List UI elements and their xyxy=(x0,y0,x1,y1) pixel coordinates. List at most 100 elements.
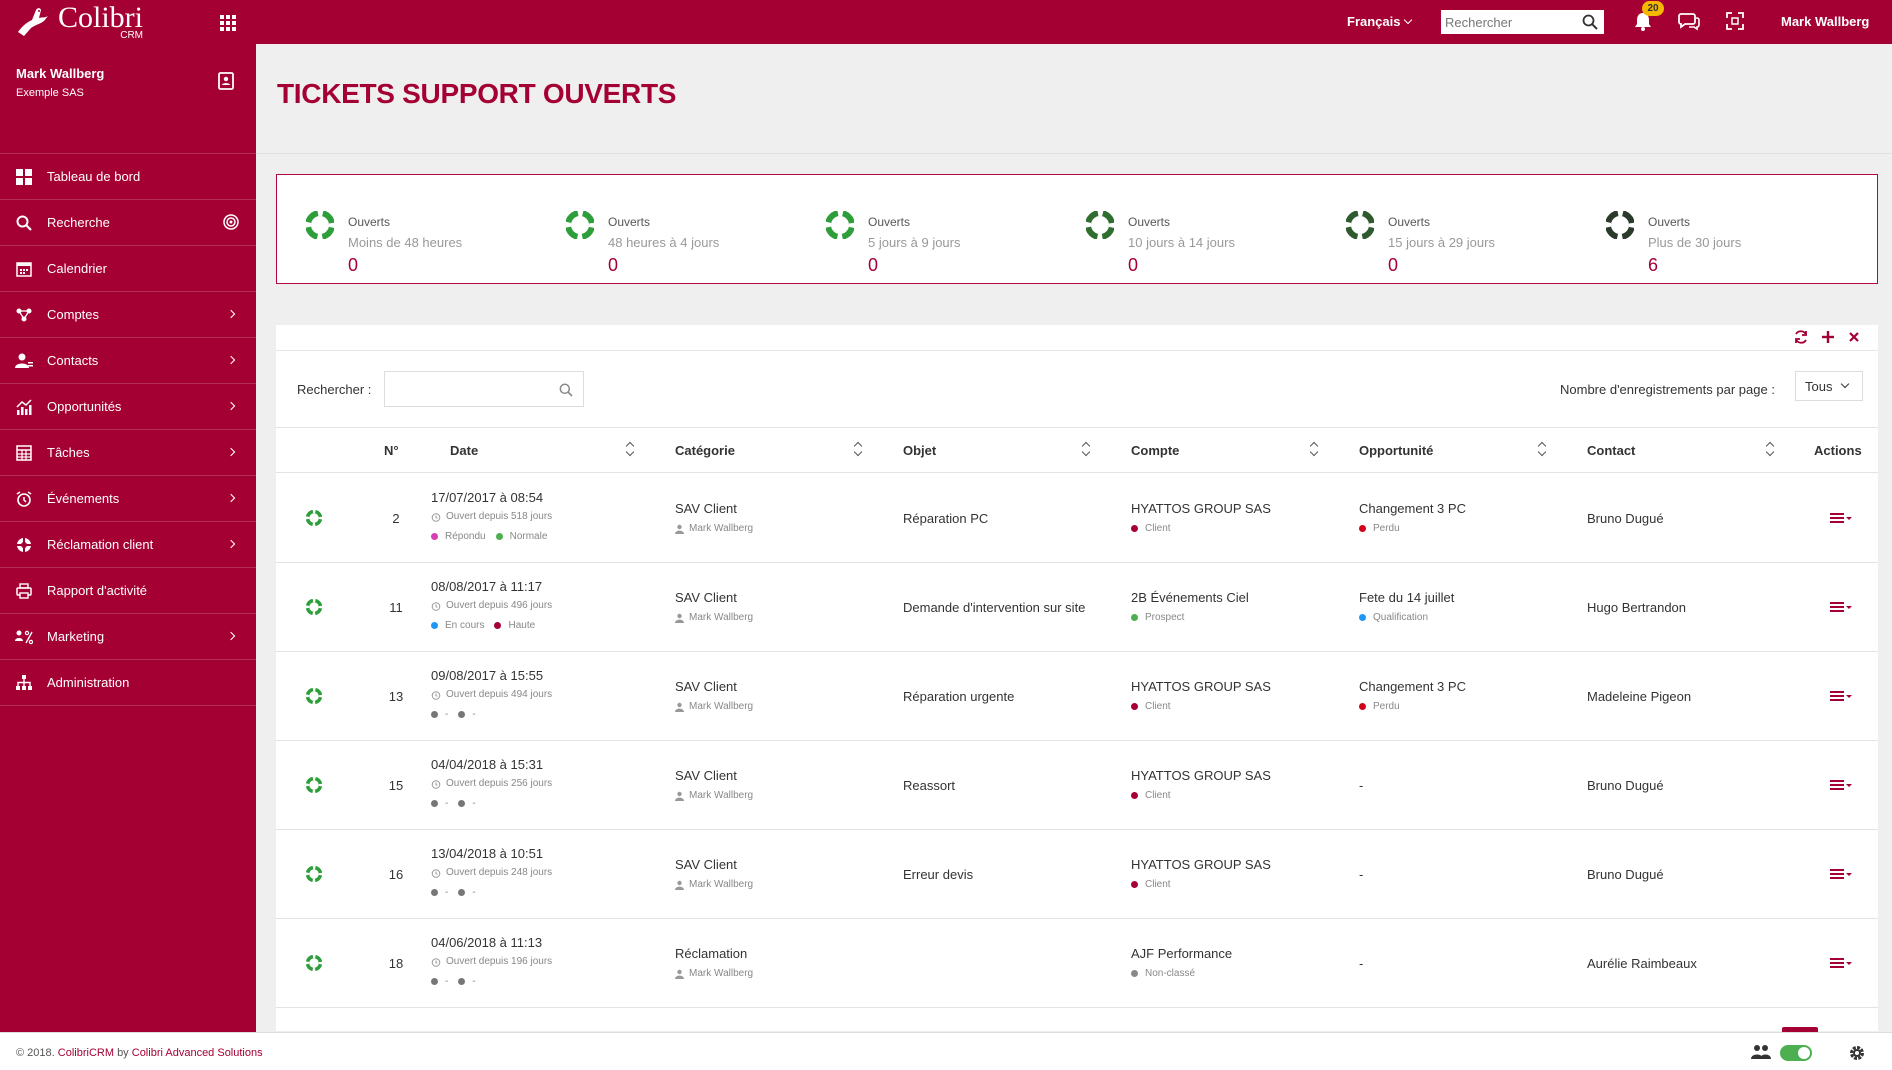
ticket-number[interactable]: 11 xyxy=(389,600,403,615)
sort-icon[interactable] xyxy=(853,441,863,457)
sidebar-item-search[interactable]: Recherche xyxy=(0,200,256,246)
column-header-object[interactable]: Objet xyxy=(903,443,937,458)
ticket-contact[interactable]: Bruno Dugué xyxy=(1587,867,1664,882)
users-icon[interactable] xyxy=(1750,1044,1772,1060)
table-row[interactable]: 18 04/06/2018 à 11:13 Ouvert depuis 196 jo… xyxy=(276,919,1878,1008)
sidebar-item-administration[interactable]: Administration xyxy=(0,660,256,706)
column-header-opportunity[interactable]: Opportunité xyxy=(1359,443,1434,458)
ticket-object[interactable]: Erreur devis xyxy=(903,867,974,882)
plus-icon[interactable] xyxy=(1821,330,1835,344)
ticket-contact[interactable]: Bruno Dugué xyxy=(1587,778,1664,793)
profile-card-icon[interactable] xyxy=(218,72,234,90)
sidebar-item-marketing[interactable]: Marketing xyxy=(0,614,256,660)
owner-name[interactable]: Mark Wallberg xyxy=(689,879,754,890)
ticket-account[interactable]: HYATTOS GROUP SAS xyxy=(1131,501,1271,516)
owner-name[interactable]: Mark Wallberg xyxy=(689,790,754,801)
ticket-object[interactable]: Demande d'intervention sur site xyxy=(903,600,1086,615)
summary-card-5d-9d[interactable]: Ouverts 5 jours à 9 jours 0 xyxy=(797,193,1037,275)
ticket-contact[interactable]: Aurélie Raimbeaux xyxy=(1587,956,1697,971)
actions-menu-icon[interactable] xyxy=(1830,512,1852,524)
summary-card-over-30d[interactable]: Ouverts Plus de 30 jours 6 xyxy=(1577,193,1817,275)
target-icon[interactable] xyxy=(223,214,239,230)
sidebar-item-activity-report[interactable]: Rapport d'activité xyxy=(0,568,256,614)
sidebar-item-tasks[interactable]: Tâches xyxy=(0,430,256,476)
table-row[interactable]: 11 08/08/2017 à 11:17 Ouvert depuis 496 jo… xyxy=(276,563,1878,652)
ticket-object[interactable]: Réparation urgente xyxy=(903,689,1015,704)
actions-menu-icon[interactable] xyxy=(1830,690,1852,702)
ticket-account[interactable]: HYATTOS GROUP SAS xyxy=(1131,857,1271,872)
column-header-date[interactable]: Date xyxy=(450,443,479,458)
column-header-account[interactable]: Compte xyxy=(1131,443,1180,458)
chat-icon[interactable] xyxy=(1678,11,1700,31)
perpage-select[interactable]: Tous xyxy=(1795,371,1863,401)
sidebar-item-events[interactable]: Événements xyxy=(0,476,256,522)
summary-card-under-48h[interactable]: Ouverts Moins de 48 heures 0 xyxy=(277,193,517,275)
ticket-number[interactable]: 16 xyxy=(388,867,404,882)
search-icon[interactable] xyxy=(559,383,573,397)
summary-card-48h-4d[interactable]: Ouverts 48 heures à 4 jours 0 xyxy=(537,193,777,275)
ticket-number[interactable]: 18 xyxy=(388,956,404,971)
sort-icon[interactable] xyxy=(1081,441,1091,457)
ticket-number[interactable]: 13 xyxy=(388,689,404,704)
summary-card-15d-29d[interactable]: Ouverts 15 jours à 29 jours 0 xyxy=(1317,193,1557,275)
actions-menu-icon[interactable] xyxy=(1830,601,1852,613)
owner-name[interactable]: Mark Wallberg xyxy=(689,523,754,534)
user-menu[interactable]: Mark Wallberg xyxy=(1781,14,1870,29)
ticket-account[interactable]: HYATTOS GROUP SAS xyxy=(1131,679,1271,694)
table-search-input[interactable] xyxy=(385,372,555,406)
summary-label: Ouverts xyxy=(1648,215,1691,229)
owner-name[interactable]: Mark Wallberg xyxy=(689,701,754,712)
sort-icon[interactable] xyxy=(1765,441,1775,457)
sort-icon[interactable] xyxy=(1309,441,1319,457)
ticket-opportunity[interactable]: Changement 3 PC xyxy=(1359,501,1466,516)
ticket-number[interactable]: 15 xyxy=(388,778,404,793)
sidebar-item-contacts[interactable]: Contacts xyxy=(0,338,256,384)
ticket-object[interactable]: Reassort xyxy=(903,778,956,793)
bell-icon[interactable] xyxy=(1632,10,1654,32)
table-row[interactable]: 16 13/04/2018 à 10:51 Ouvert depuis 248 jo… xyxy=(276,830,1878,919)
sidebar-item-accounts[interactable]: Comptes xyxy=(0,292,256,338)
actions-menu-icon[interactable] xyxy=(1830,868,1852,880)
summary-card-10d-14d[interactable]: Ouverts 10 jours à 14 jours 0 xyxy=(1057,193,1297,275)
status-toggle[interactable] xyxy=(1780,1045,1812,1061)
ticket-number[interactable]: 2 xyxy=(392,511,400,526)
ticket-account[interactable]: HYATTOS GROUP SAS xyxy=(1131,768,1271,783)
sort-icon[interactable] xyxy=(625,441,635,457)
ticket-contact[interactable]: Madeleine Pigeon xyxy=(1587,689,1692,704)
sidebar-item-claims[interactable]: Réclamation client xyxy=(0,522,256,568)
footer-company-link[interactable]: Colibri Advanced Solutions xyxy=(131,1047,263,1059)
gear-icon[interactable] xyxy=(1848,1044,1866,1062)
footer-brand-link[interactable]: ColibriCRM xyxy=(57,1047,114,1059)
ticket-contact[interactable]: Hugo Bertrandon xyxy=(1587,600,1687,615)
ticket-opportunity[interactable]: Fete du 14 juillet xyxy=(1359,590,1455,605)
search-icon[interactable] xyxy=(1582,14,1598,30)
ticket-account[interactable]: 2B Événements Ciel xyxy=(1131,590,1249,605)
global-search-input[interactable] xyxy=(1441,10,1579,34)
ticket-contact[interactable]: Bruno Dugué xyxy=(1587,511,1664,526)
sidebar-item-calendar[interactable]: Calendrier xyxy=(0,246,256,292)
table-row[interactable]: 2 17/07/2017 à 08:54 Ouvert depuis 518 jou… xyxy=(276,474,1878,563)
actions-menu-icon[interactable] xyxy=(1830,957,1852,969)
sidebar-item-dashboard[interactable]: Tableau de bord xyxy=(0,154,256,200)
ticket-account[interactable]: AJF Performance xyxy=(1131,946,1233,961)
column-header-num[interactable]: N° xyxy=(384,443,399,458)
app-logo[interactable]: Colibri CRM xyxy=(14,0,143,44)
owner-name[interactable]: Mark Wallberg xyxy=(689,612,754,623)
language-selector[interactable]: Français xyxy=(1347,14,1413,29)
title-band xyxy=(256,44,1892,154)
close-icon[interactable] xyxy=(1848,330,1860,344)
owner-name[interactable]: Mark Wallberg xyxy=(689,968,754,979)
column-header-category[interactable]: Catégorie xyxy=(675,443,735,458)
sidebar-item-opportunities[interactable]: Opportunités xyxy=(0,384,256,430)
table-row[interactable]: 13 09/08/2017 à 15:55 Ouvert depuis 494 jo… xyxy=(276,652,1878,741)
sort-icon[interactable] xyxy=(1537,441,1547,457)
apps-grid-icon[interactable] xyxy=(218,13,236,31)
table-row[interactable]: 15 04/04/2018 à 15:31 Ouvert depuis 256 jo… xyxy=(276,741,1878,830)
actions-menu-icon[interactable] xyxy=(1830,779,1852,791)
scroll-indicator[interactable] xyxy=(1782,1027,1818,1032)
fullscreen-icon[interactable] xyxy=(1726,12,1744,30)
refresh-icon[interactable] xyxy=(1794,330,1808,344)
column-header-contact[interactable]: Contact xyxy=(1587,443,1636,458)
ticket-object[interactable]: Réparation PC xyxy=(903,511,989,526)
ticket-opportunity[interactable]: Changement 3 PC xyxy=(1359,679,1466,694)
